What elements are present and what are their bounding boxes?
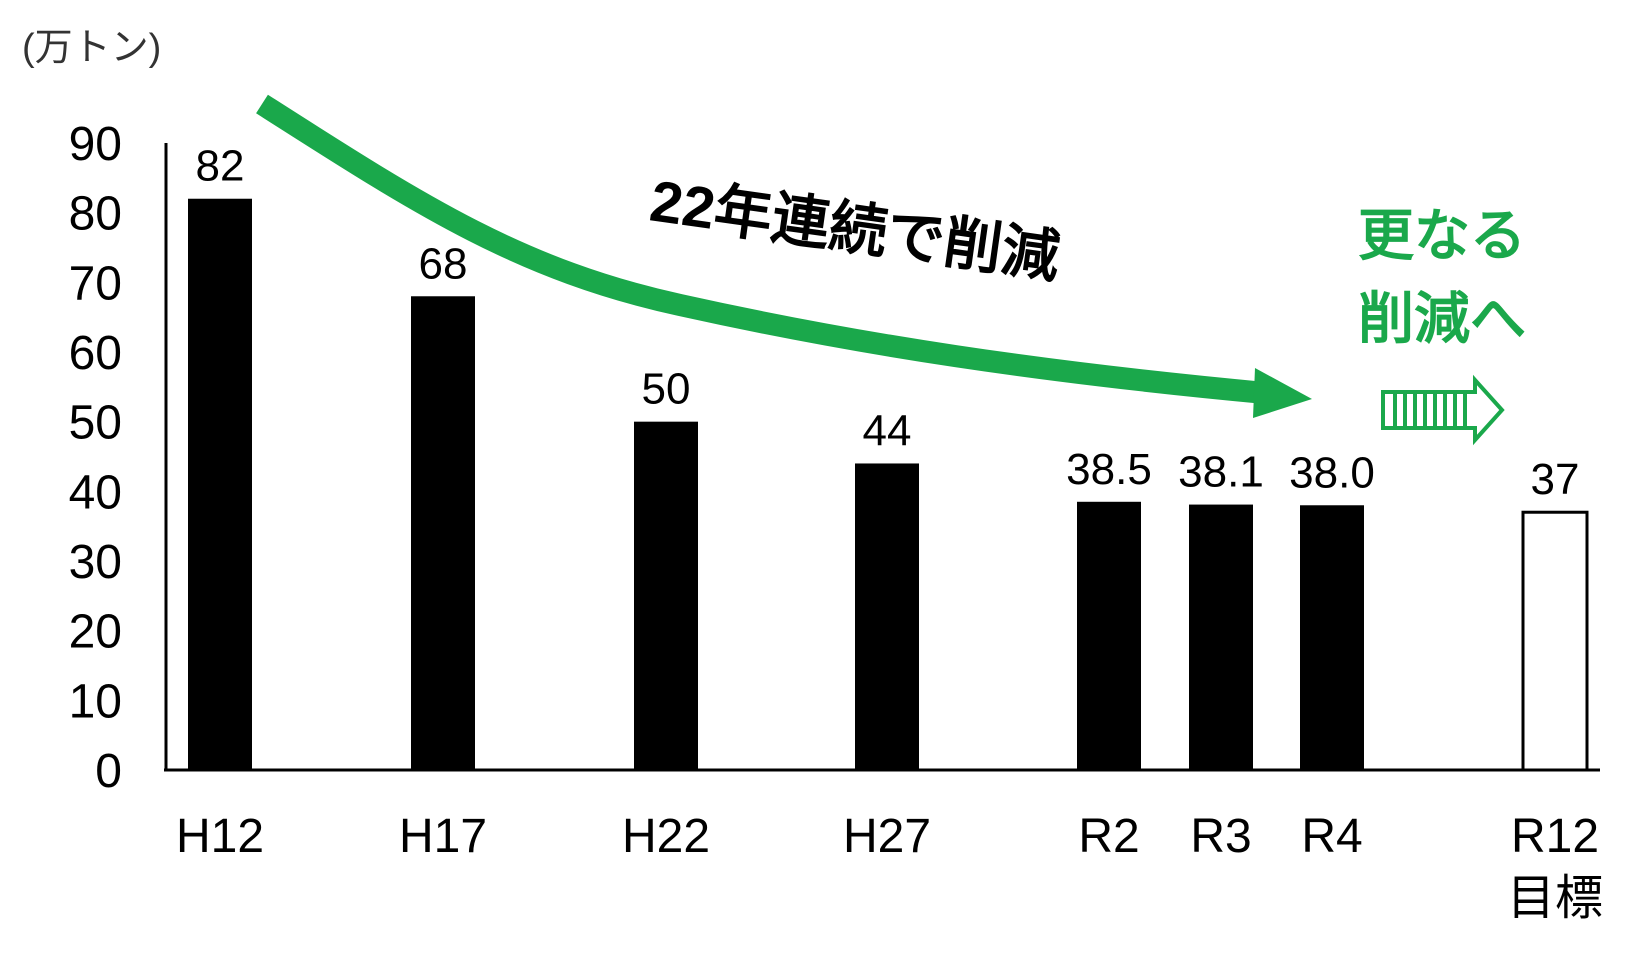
future-annotation-line2: 削減へ [1358, 287, 1526, 350]
data-label: 82 [196, 142, 245, 191]
data-label: 44 [863, 406, 912, 455]
y-tick-label: 50 [69, 397, 122, 450]
bar [1300, 505, 1364, 770]
x-tick-label: H22 [622, 810, 710, 863]
data-label: 38.0 [1289, 448, 1375, 497]
y-tick-label: 10 [69, 675, 122, 728]
future-annotation-line1: 更なる [1358, 204, 1526, 267]
x-tick-label: R12 [1511, 810, 1599, 863]
y-tick-label: 40 [69, 466, 122, 519]
y-tick-label: 70 [69, 257, 122, 310]
x-tick-labels: H12 H17 H22 H27 R2 R3 R4 R12 目標 [176, 810, 1603, 925]
trend-arrow-head [1253, 368, 1312, 418]
data-label: 50 [642, 365, 691, 414]
future-arrow-icon [1381, 374, 1505, 446]
trend-arrow-curve [256, 94, 1267, 404]
y-tick-label: 20 [69, 606, 122, 659]
x-tick-label: R4 [1301, 810, 1362, 863]
y-tick-label: 80 [69, 188, 122, 241]
y-tick-label: 0 [95, 745, 122, 798]
trend-annotation: 22年連続で削減 [646, 169, 1064, 291]
bar [855, 463, 919, 770]
x-tick-label: H12 [176, 810, 264, 863]
data-labels: 82 68 50 44 38.5 38.1 38.0 37 [196, 142, 1580, 505]
bar [634, 421, 698, 770]
x-tick-label: 目標 [1507, 872, 1603, 925]
x-tick-label: R3 [1190, 810, 1251, 863]
bar [411, 296, 475, 770]
x-tick-label: H17 [399, 810, 487, 863]
data-label: 38.1 [1178, 448, 1264, 497]
x-tick-label: R2 [1078, 810, 1139, 863]
bar [1189, 504, 1253, 770]
y-tick-labels: 0 10 20 30 40 50 60 70 80 90 [69, 118, 122, 798]
bars [188, 198, 1589, 772]
data-label: 68 [419, 239, 468, 288]
y-tick-label: 30 [69, 536, 122, 589]
bar [1077, 501, 1141, 770]
data-label: 38.5 [1066, 445, 1152, 494]
x-tick-label: H27 [843, 810, 931, 863]
bar [1521, 510, 1589, 772]
y-tick-label: 60 [69, 327, 122, 380]
data-label: 37 [1531, 455, 1580, 504]
bar [188, 198, 252, 770]
y-tick-label: 90 [69, 118, 122, 171]
y-axis-unit-label: (万トン) [22, 27, 161, 69]
